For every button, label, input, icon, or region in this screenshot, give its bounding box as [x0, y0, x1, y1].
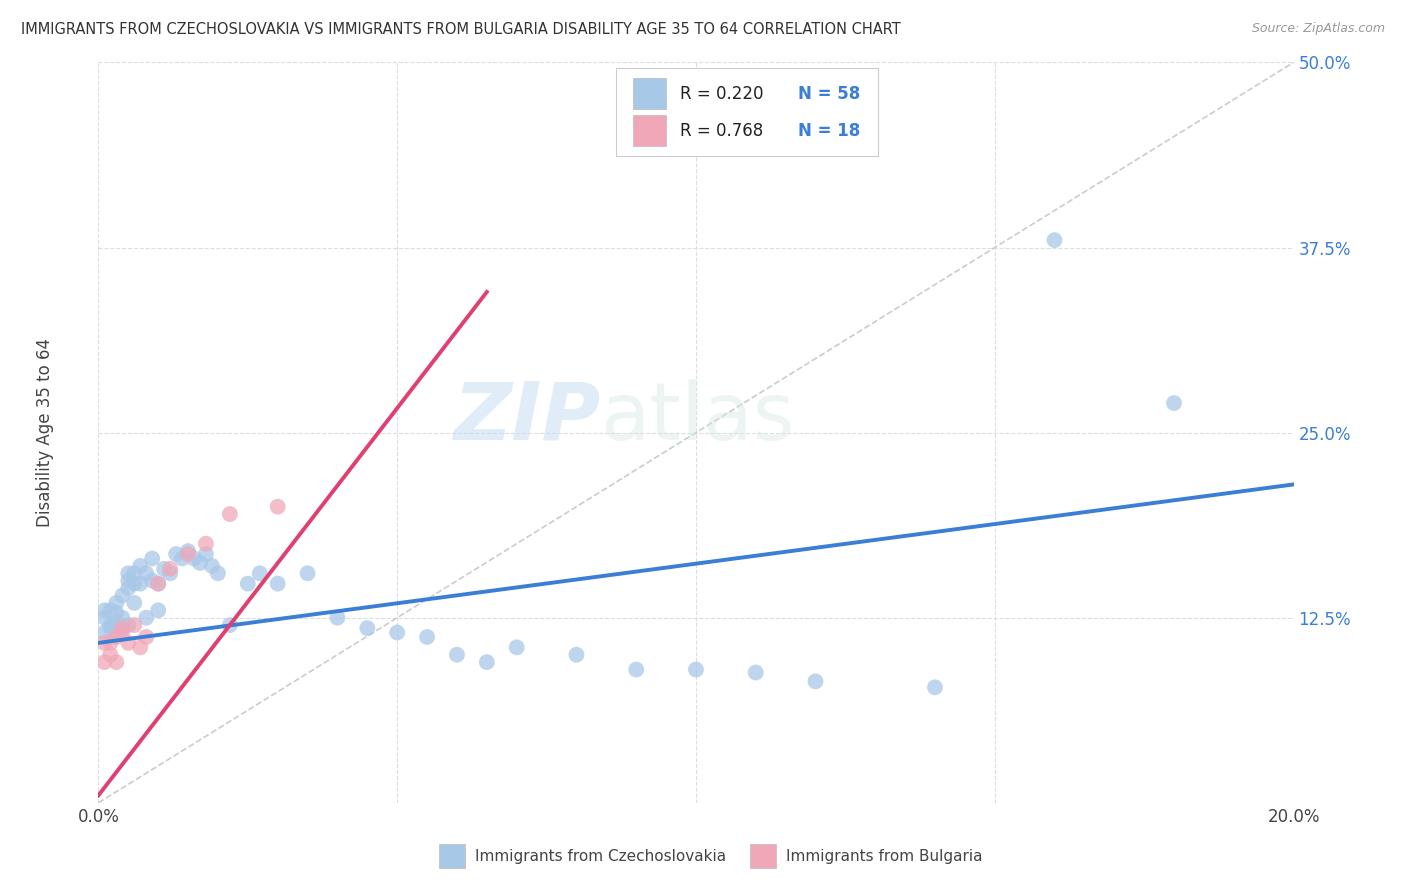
FancyBboxPatch shape — [439, 844, 465, 868]
Point — [135, 630, 157, 644]
Point — [105, 625, 128, 640]
Point — [111, 610, 134, 624]
Point — [93, 636, 115, 650]
Text: atlas: atlas — [600, 379, 794, 457]
Point — [446, 648, 468, 662]
Point — [326, 610, 349, 624]
Point — [93, 610, 115, 624]
Point — [135, 610, 157, 624]
Point — [148, 603, 170, 617]
Point — [135, 566, 157, 581]
FancyBboxPatch shape — [616, 69, 877, 156]
Point — [105, 655, 128, 669]
Point — [98, 603, 122, 617]
Point — [93, 655, 115, 669]
Point — [148, 576, 170, 591]
Point — [159, 562, 181, 576]
Point — [105, 630, 128, 644]
Point — [117, 636, 139, 650]
Point — [297, 566, 319, 581]
Point — [1043, 233, 1066, 247]
Point — [172, 551, 194, 566]
Text: R = 0.768: R = 0.768 — [681, 121, 763, 139]
Point — [267, 500, 290, 514]
Text: Source: ZipAtlas.com: Source: ZipAtlas.com — [1251, 22, 1385, 36]
Point — [124, 566, 146, 581]
Point — [117, 581, 139, 595]
Point — [195, 547, 218, 561]
Text: ZIP: ZIP — [453, 379, 600, 457]
Point — [105, 596, 128, 610]
Point — [93, 625, 115, 640]
Point — [117, 566, 139, 581]
Point — [93, 603, 115, 617]
Point — [195, 536, 218, 550]
Point — [111, 621, 134, 635]
Point — [177, 544, 200, 558]
Point — [506, 640, 529, 655]
Point — [111, 621, 134, 635]
Point — [153, 562, 176, 576]
Text: N = 58: N = 58 — [797, 85, 860, 103]
Point — [124, 618, 146, 632]
Point — [267, 576, 290, 591]
Point — [124, 596, 146, 610]
Point — [201, 558, 224, 573]
Point — [141, 574, 163, 588]
Point — [129, 558, 152, 573]
Point — [565, 648, 588, 662]
Point — [159, 566, 181, 581]
FancyBboxPatch shape — [633, 78, 666, 109]
Point — [219, 507, 242, 521]
Text: N = 18: N = 18 — [797, 121, 860, 139]
Point — [924, 681, 946, 695]
Point — [207, 566, 229, 581]
Point — [148, 576, 170, 591]
Point — [129, 640, 152, 655]
Text: IMMIGRANTS FROM CZECHOSLOVAKIA VS IMMIGRANTS FROM BULGARIA DISABILITY AGE 35 TO : IMMIGRANTS FROM CZECHOSLOVAKIA VS IMMIGR… — [21, 22, 901, 37]
Point — [141, 551, 163, 566]
Point — [183, 551, 205, 566]
Point — [117, 618, 139, 632]
Point — [804, 674, 827, 689]
Point — [188, 556, 211, 570]
Point — [356, 621, 378, 635]
Point — [165, 547, 187, 561]
Text: R = 0.220: R = 0.220 — [681, 85, 763, 103]
FancyBboxPatch shape — [749, 844, 776, 868]
FancyBboxPatch shape — [633, 115, 666, 146]
Point — [1163, 396, 1185, 410]
Point — [416, 630, 439, 644]
Point — [111, 589, 134, 603]
Point — [98, 621, 122, 635]
Point — [98, 618, 122, 632]
Text: Disability Age 35 to 64: Disability Age 35 to 64 — [35, 338, 53, 527]
Point — [105, 615, 128, 629]
Point — [745, 665, 768, 680]
Point — [249, 566, 271, 581]
Point — [98, 648, 122, 662]
Text: Immigrants from Czechoslovakia: Immigrants from Czechoslovakia — [475, 848, 725, 863]
Text: Immigrants from Bulgaria: Immigrants from Bulgaria — [786, 848, 983, 863]
Point — [236, 576, 259, 591]
Point — [475, 655, 498, 669]
Point — [117, 574, 139, 588]
Point — [124, 576, 146, 591]
Point — [98, 636, 122, 650]
Point — [177, 547, 200, 561]
Point — [219, 618, 242, 632]
Point — [385, 625, 409, 640]
Point — [685, 663, 707, 677]
Point — [129, 576, 152, 591]
Point — [626, 663, 648, 677]
Point — [105, 607, 128, 621]
Point — [111, 625, 134, 640]
